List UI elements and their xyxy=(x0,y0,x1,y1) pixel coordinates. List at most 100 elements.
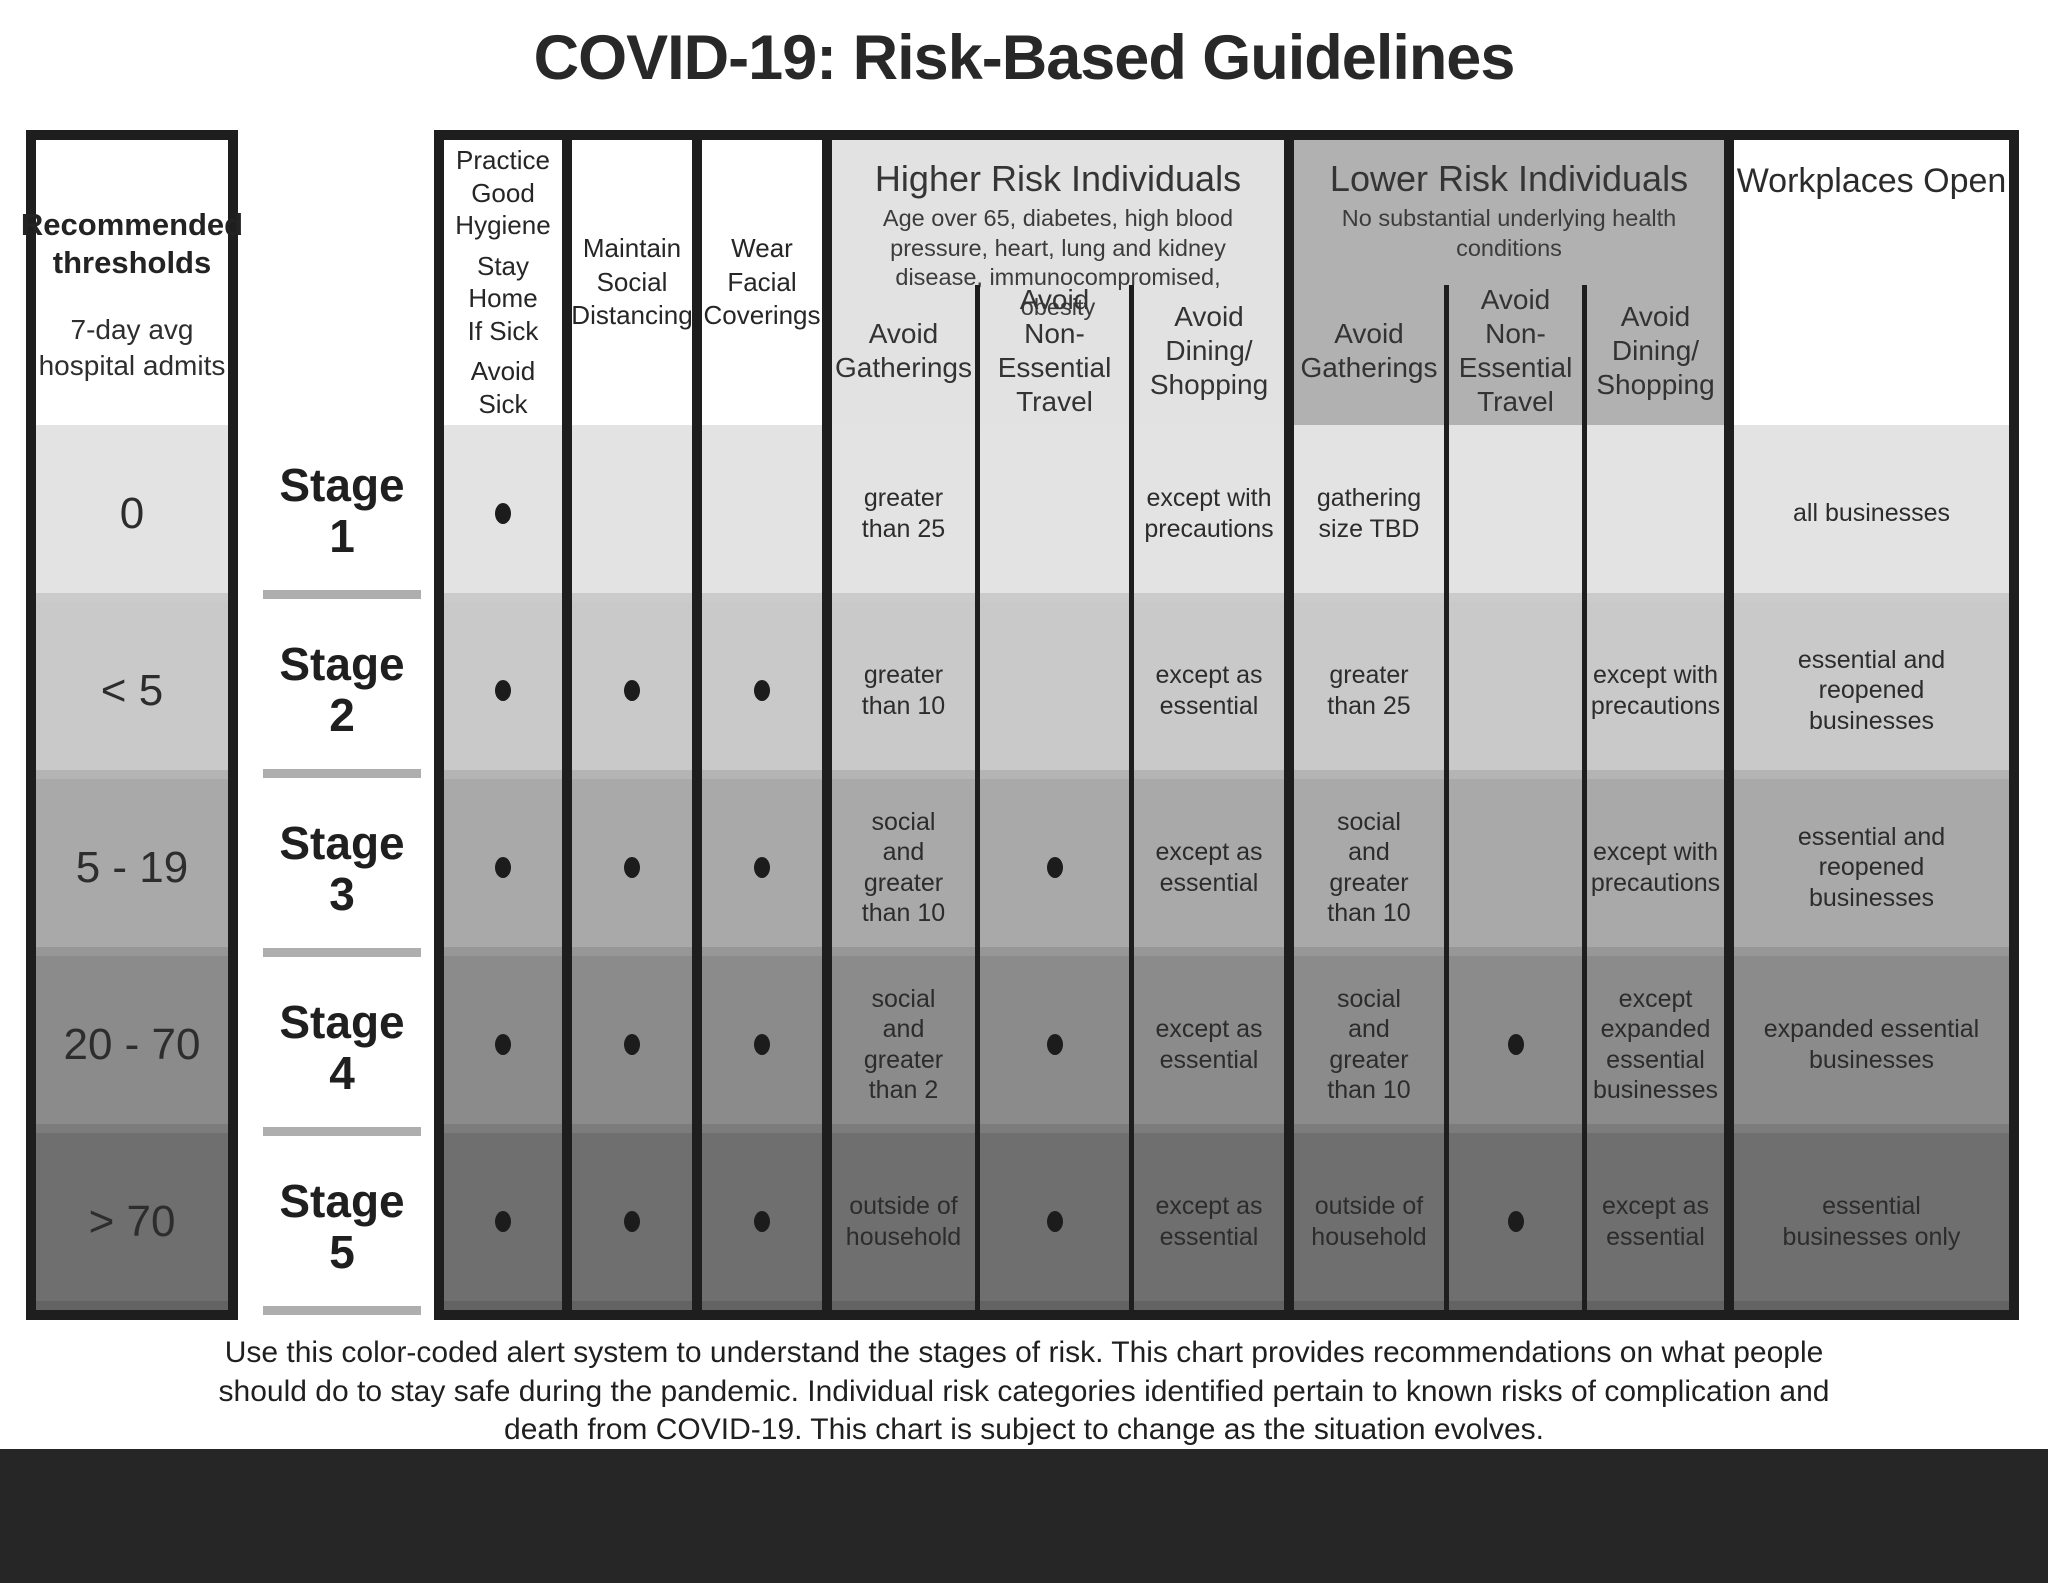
cell-s3-lr-avoid-travel xyxy=(1449,779,1587,956)
cell-s2-lr-avoid-gatherings: greater than 25 xyxy=(1294,602,1449,779)
cell-s3-hr-avoid-dining: except as essential xyxy=(1134,779,1294,956)
cell-s4-hr-avoid-dining: except as essential xyxy=(1134,956,1294,1133)
footer-bar: AustinTexas.gov/COVID19 Published: May 2… xyxy=(0,1449,2048,1583)
thresholds-header: Recommended thresholds 7-day avg hospita… xyxy=(21,140,243,425)
cell-s1-hr-avoid-gatherings: greater than 25 xyxy=(832,425,980,602)
cell-s1-workplaces: all businesses xyxy=(1734,425,2009,602)
stage-slot-1: Stage 1 xyxy=(263,425,421,604)
stage-label-1: Stage 1 xyxy=(263,432,421,590)
subheader-lr-avoid-gatherings: Avoid Gatherings xyxy=(1294,285,1449,425)
cell-s3-hygiene xyxy=(444,779,572,956)
cell-s3-hr-avoid-gatherings: social and greater than 10 xyxy=(832,779,980,956)
threshold-stage-1: 0 xyxy=(36,425,228,602)
cell-s3-social-distancing xyxy=(572,779,702,956)
lower-risk-title: Lower Risk Individuals xyxy=(1329,158,1689,199)
cell-s5-hr-avoid-travel xyxy=(980,1133,1134,1310)
cell-s5-hygiene xyxy=(444,1133,572,1310)
cell-s4-social-distancing xyxy=(572,956,702,1133)
dot-icon xyxy=(624,1034,640,1055)
subheader-hr-avoid-gatherings: Avoid Gatherings xyxy=(832,285,980,425)
stage-slot-2: Stage 2 xyxy=(263,604,421,783)
cell-s5-social-distancing xyxy=(572,1133,702,1310)
column-header-facial-coverings: Wear Facial Coverings xyxy=(702,140,832,425)
dot-icon xyxy=(1046,1211,1063,1232)
thresholds-title: Recommended thresholds xyxy=(20,207,244,280)
cell-s5-workplaces: essential businesses only xyxy=(1734,1133,2009,1310)
cell-s3-lr-avoid-dining: except with precautions xyxy=(1587,779,1734,956)
subheader-lr-avoid-travel: Avoid Non- Essential Travel xyxy=(1449,284,1587,425)
cell-s3-facial-coverings xyxy=(702,779,832,956)
column-header-hygiene-group: Practice Good Hygiene Stay Home If Sick … xyxy=(444,140,572,451)
cell-s5-hr-avoid-dining: except as essential xyxy=(1134,1133,1294,1310)
dot-icon xyxy=(495,503,511,524)
dot-icon xyxy=(1507,1034,1524,1055)
cell-s2-lr-avoid-dining: except with precautions xyxy=(1587,602,1734,779)
cell-s1-hr-avoid-travel xyxy=(980,425,1134,602)
cell-s2-social-distancing xyxy=(572,602,702,779)
cell-s1-hygiene xyxy=(444,425,572,602)
cell-s4-lr-avoid-travel xyxy=(1449,956,1587,1133)
cell-s4-lr-avoid-gatherings: social and greater than 10 xyxy=(1294,956,1449,1133)
cell-s1-hr-avoid-dining: except with precautions xyxy=(1134,425,1294,602)
dot-icon xyxy=(1046,857,1063,878)
cell-s1-facial-coverings xyxy=(702,425,832,602)
cell-s2-hr-avoid-dining: except as essential xyxy=(1134,602,1294,779)
dot-icon xyxy=(495,1211,511,1232)
subheader-hr-avoid-travel: Avoid Non- Essential Travel xyxy=(980,284,1134,425)
cell-s2-lr-avoid-travel xyxy=(1449,602,1587,779)
guidelines-table: Practice Good Hygiene Stay Home If Sick … xyxy=(434,130,2019,1320)
stage-label-4: Stage 4 xyxy=(263,969,421,1127)
cell-s5-lr-avoid-travel xyxy=(1449,1133,1587,1310)
cell-s4-hr-avoid-gatherings: social and greater than 2 xyxy=(832,956,980,1133)
higher-risk-subheaders: Avoid Gatherings Avoid Non- Essential Tr… xyxy=(832,284,1284,425)
cell-s2-hygiene xyxy=(444,602,572,779)
dot-icon xyxy=(495,857,511,878)
dot-icon xyxy=(624,680,640,701)
cell-s5-facial-coverings xyxy=(702,1133,832,1310)
column-header-practice-good-hygiene: Practice Good Hygiene xyxy=(455,145,551,240)
subheader-hr-avoid-dining: Avoid Dining/ Shopping xyxy=(1149,300,1269,401)
dot-icon xyxy=(754,1034,770,1055)
cell-s1-lr-avoid-dining xyxy=(1587,425,1734,602)
dot-icon xyxy=(624,1211,640,1232)
cell-s2-hr-avoid-travel xyxy=(980,602,1134,779)
stage-label-2: Stage 2 xyxy=(263,611,421,769)
cell-s5-lr-avoid-dining: except as essential xyxy=(1587,1133,1734,1310)
stage-slot-5: Stage 5 xyxy=(263,1141,421,1320)
lower-risk-subheaders: Avoid Gatherings Avoid Non- Essential Tr… xyxy=(1294,284,1724,425)
dot-icon xyxy=(754,680,770,701)
column-header-stay-home-if-sick: Stay Home If Sick xyxy=(467,250,539,346)
stage-slot-3: Stage 3 xyxy=(263,783,421,962)
dot-icon xyxy=(495,680,511,701)
cell-s1-lr-avoid-travel xyxy=(1449,425,1587,602)
subheader-lr-avoid-dining: Avoid Dining/ Shopping xyxy=(1596,300,1715,401)
cell-s5-lr-avoid-gatherings: outside of household xyxy=(1294,1133,1449,1310)
cell-s1-social-distancing xyxy=(572,425,702,602)
dot-icon xyxy=(754,1211,770,1232)
dot-icon xyxy=(1507,1211,1524,1232)
cell-s4-facial-coverings xyxy=(702,956,832,1133)
page-title: COVID-19: Risk-Based Guidelines xyxy=(533,23,1516,93)
column-header-social-distancing: Maintain Social Distancing xyxy=(571,140,702,425)
cell-s5-hr-avoid-gatherings: outside of household xyxy=(832,1133,980,1310)
cell-s2-hr-avoid-gatherings: greater than 10 xyxy=(832,602,980,779)
cell-s2-workplaces: essential and reopened businesses xyxy=(1734,602,2009,779)
higher-risk-title: Higher Risk Individuals xyxy=(874,158,1242,199)
cell-s1-lr-avoid-gatherings: gathering size TBD xyxy=(1294,425,1449,602)
cell-s4-hygiene xyxy=(444,956,572,1133)
column-header-workplaces-open: Workplaces Open xyxy=(1734,140,2009,425)
explanatory-note: Use this color-coded alert system to und… xyxy=(218,1336,1830,1447)
cell-s4-workplaces: expanded essential businesses xyxy=(1734,956,2009,1133)
cell-s3-hr-avoid-travel xyxy=(980,779,1134,956)
dot-icon xyxy=(1046,1034,1063,1055)
cell-s3-workplaces: essential and reopened businesses xyxy=(1734,779,2009,956)
thresholds-panel: Recommended thresholds 7-day avg hospita… xyxy=(21,130,243,1320)
stage-label-3: Stage 3 xyxy=(263,790,421,948)
stage-labels-column: Stage 1 Stage 2 Stage 3 Stage 4 Stage 5 xyxy=(263,425,421,1320)
thresholds-subtitle: 7-day avg hospital admits xyxy=(38,313,226,382)
threshold-stage-5: > 70 xyxy=(36,1133,228,1310)
dot-icon xyxy=(754,857,770,878)
higher-risk-description: Age over 65, diabetes, high blood pressu… xyxy=(882,205,1234,320)
threshold-stage-3: 5 - 19 xyxy=(36,779,228,956)
